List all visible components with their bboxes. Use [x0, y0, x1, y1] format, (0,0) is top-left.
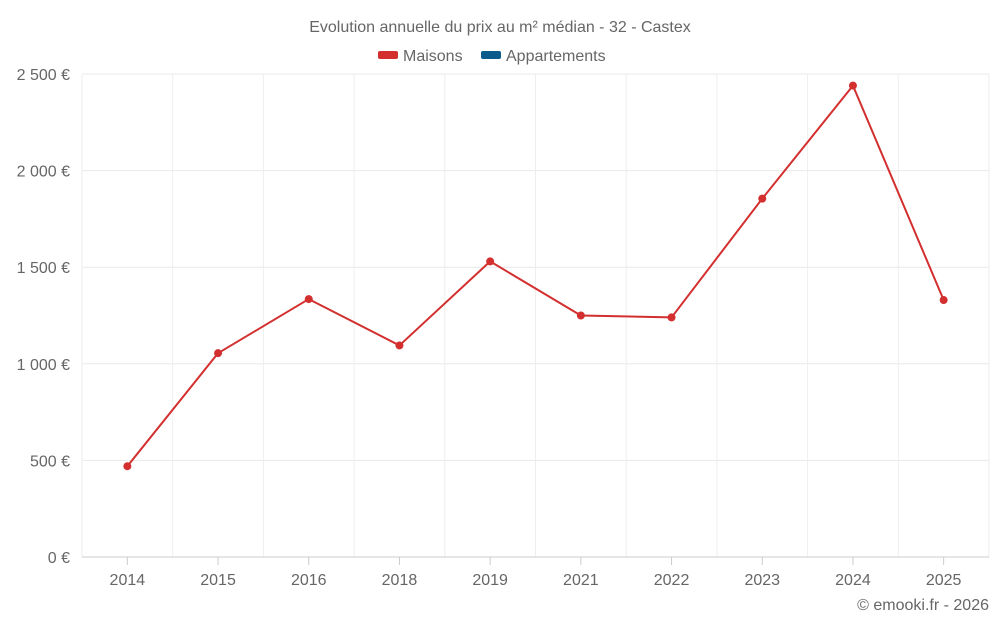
x-tick-label: 2023 — [744, 572, 780, 589]
data-point-maisons — [758, 194, 767, 203]
x-tick-label: 2015 — [200, 572, 236, 589]
data-point-maisons — [304, 295, 313, 304]
y-tick-label: 2 500 € — [17, 67, 70, 84]
x-tick-label: 2016 — [291, 572, 327, 589]
data-point-maisons — [486, 257, 495, 266]
data-point-maisons — [848, 81, 857, 90]
data-point-maisons — [939, 296, 948, 305]
data-point-maisons — [667, 313, 676, 322]
legend-swatch-appartements — [481, 51, 501, 59]
x-tick-label: 2022 — [654, 572, 690, 589]
legend-swatch-maisons — [378, 51, 398, 59]
y-tick-label: 1 000 € — [17, 357, 70, 374]
data-point-maisons — [214, 349, 223, 358]
legend-item-maisons[interactable]: Maisons — [378, 48, 463, 65]
data-point-maisons — [395, 341, 404, 350]
legend-label-maisons: Maisons — [403, 48, 463, 65]
x-tick-label: 2024 — [835, 572, 871, 589]
data-point-maisons — [576, 311, 585, 320]
y-tick-label: 500 € — [30, 453, 70, 470]
chart-title: Evolution annuelle du prix au m² médian … — [309, 19, 691, 36]
legend-label-appartements: Appartements — [506, 48, 606, 65]
legend: Maisons Appartements — [378, 48, 606, 65]
grid — [81, 73, 990, 557]
axes: 0 € 500 € 1 000 € 1 500 € 2 000 € 2 500 € 2014… — [17, 67, 989, 589]
x-tick-label: 2014 — [110, 572, 146, 589]
x-tick-label: 2018 — [382, 572, 418, 589]
y-tick-label: 2 000 € — [17, 164, 70, 181]
y-tick-label: 1 500 € — [17, 260, 70, 277]
x-tick-label: 2021 — [563, 572, 599, 589]
x-tick-label: 2019 — [472, 572, 508, 589]
series-line-maisons — [126, 84, 945, 467]
data-point-maisons — [123, 462, 132, 471]
series — [123, 81, 948, 471]
credit-text: © emooki.fr - 2026 — [857, 597, 989, 614]
x-tick-label: 2025 — [926, 572, 962, 589]
legend-item-appartements[interactable]: Appartements — [481, 48, 606, 65]
y-tick-label: 0 € — [48, 550, 70, 567]
